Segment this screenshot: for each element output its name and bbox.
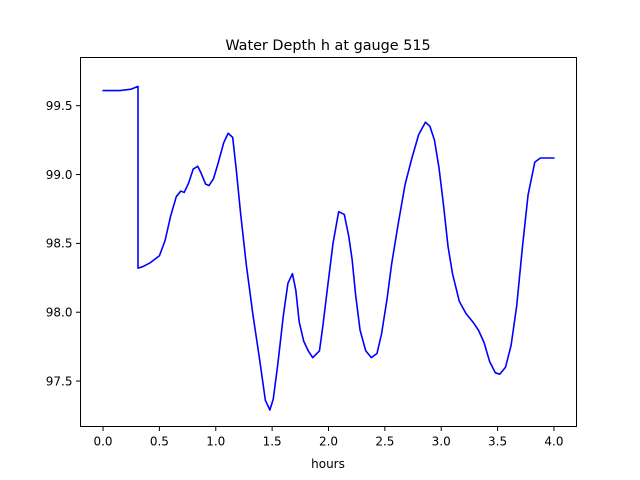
chart-title: Water Depth h at gauge 515 — [225, 38, 430, 54]
x-tick-label: 3.5 — [488, 435, 507, 449]
x-tick-label: 4.0 — [544, 435, 563, 449]
y-tick-label: 98.5 — [46, 237, 73, 251]
x-tick-label: 1.0 — [206, 435, 225, 449]
y-tick-label: 99.0 — [46, 168, 73, 182]
x-tick-label: 2.5 — [375, 435, 394, 449]
x-axis-label: hours — [311, 457, 345, 471]
plot-area — [102, 85, 555, 411]
series-line — [102, 85, 555, 411]
x-tick-label: 0.0 — [93, 435, 112, 449]
x-tick-label: 0.5 — [150, 435, 169, 449]
y-tick-label: 97.5 — [46, 374, 73, 388]
x-tick-label: 2.0 — [319, 435, 338, 449]
y-tick-label: 98.0 — [46, 306, 73, 320]
x-axis: 0.0 0.5 1.0 1.5 2.0 2.5 3.0 3.5 4.0 — [93, 426, 564, 449]
x-tick-label: 1.5 — [263, 435, 282, 449]
y-axis: 97.5 98.0 98.5 99.0 99.5 — [46, 99, 81, 388]
x-tick-label: 3.0 — [432, 435, 451, 449]
y-tick-label: 99.5 — [46, 99, 73, 113]
